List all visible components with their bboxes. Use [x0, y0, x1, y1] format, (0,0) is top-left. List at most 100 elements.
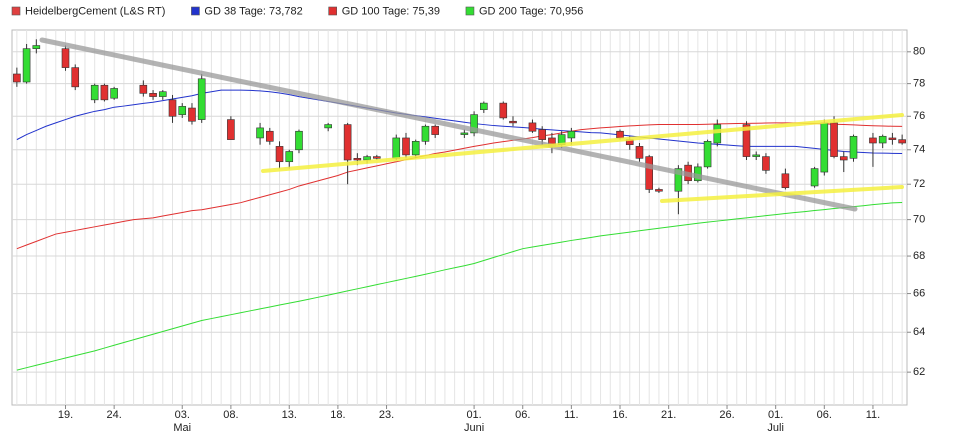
candle-body [645, 156, 654, 190]
candle-body [265, 130, 274, 142]
candle-body [411, 141, 420, 156]
candle-body [61, 48, 70, 68]
candle-body [188, 107, 196, 122]
y-tick-label: 64 [913, 326, 925, 338]
candle-body [373, 156, 381, 159]
x-tick-label: 16. [612, 409, 627, 421]
trend-line [660, 185, 904, 203]
ma-line [16, 89, 903, 155]
candle-body [810, 168, 819, 187]
candle-body [392, 137, 401, 159]
x-tick-label: 19. [58, 409, 73, 421]
candle-body [71, 67, 80, 88]
x-tick-label: 11. [866, 409, 880, 421]
candle-body [713, 124, 722, 144]
candle-body [275, 146, 284, 163]
candle-body [353, 158, 362, 161]
candle-body [528, 122, 537, 132]
y-tick-label: 74 [913, 144, 925, 156]
trend-lines [39, 37, 904, 212]
candle-body [168, 99, 177, 117]
candle-body [898, 139, 906, 144]
y-tick-label: 68 [913, 250, 925, 262]
candle-body [149, 93, 157, 97]
candle-body [499, 102, 508, 119]
candle-body [139, 84, 148, 94]
candle-body [110, 88, 118, 99]
candle-body [256, 127, 264, 139]
candle-body [849, 135, 858, 159]
candle-body [703, 141, 712, 168]
legend-swatch [191, 6, 200, 16]
candle-body [100, 84, 109, 101]
trend-line [261, 113, 904, 173]
x-tick-label: 26. [719, 409, 734, 421]
candle-body [878, 135, 887, 144]
y-tick-label: 80 [913, 46, 925, 58]
legend-label: GD 100 Tage: 75,39 [342, 5, 440, 17]
candle-body [227, 119, 235, 140]
candle-body [869, 137, 877, 144]
legend-swatch [328, 6, 337, 16]
candle-body [402, 137, 410, 156]
y-tick-label: 62 [913, 366, 925, 378]
x-tick-label: 01. [466, 409, 481, 421]
x-tick-label: 08. [223, 409, 238, 421]
candle-body [480, 102, 488, 110]
candle-body [839, 156, 848, 161]
candle-body [32, 45, 41, 49]
x-tick-label: 13. [282, 409, 297, 421]
candle-body [363, 156, 371, 161]
x-tick-label: 24. [106, 409, 121, 421]
month-label: Juni [464, 422, 484, 434]
y-tick-label: 78 [913, 78, 925, 90]
marks [13, 39, 906, 371]
candle-body [13, 73, 21, 83]
legend-label: GD 38 Tage: 73,782 [204, 5, 302, 17]
candle-body [343, 124, 352, 161]
candle-body [674, 168, 683, 192]
legend: HeidelbergCement (L&S RT) GD 38 Tage: 73,… [11, 5, 583, 17]
candle-body [197, 78, 206, 120]
candle-body [295, 130, 303, 151]
candle-body [158, 91, 167, 97]
candle-body [635, 146, 644, 159]
x-tick-label: 21. [661, 409, 676, 421]
candle-body [460, 132, 469, 135]
candle-body [22, 48, 31, 83]
legend-swatch [11, 6, 21, 16]
x-tick-label: 06. [817, 409, 832, 421]
candle-body [509, 120, 517, 124]
candle-body [752, 154, 761, 157]
y-tick-label: 72 [913, 178, 925, 190]
trend-line [39, 37, 858, 212]
x-tick-label: 18. [330, 409, 345, 421]
candle-body [90, 84, 99, 101]
candle-body [324, 124, 332, 129]
y-tick-label: 66 [913, 287, 925, 299]
x-tick-label: 01. [768, 409, 783, 421]
candle-body [178, 106, 187, 115]
x-tick-label: 23. [379, 409, 394, 421]
candle-body [616, 130, 624, 139]
y-tick-label: 70 [913, 214, 925, 226]
candle-body [781, 173, 790, 189]
candle-body [820, 122, 829, 173]
legend-label: HeidelbergCement (L&S RT) [25, 5, 165, 17]
candle-body [421, 125, 430, 142]
x-tick-label: 03. [175, 409, 190, 421]
candle-body [762, 156, 770, 171]
candle-body [888, 137, 897, 140]
candle-body [567, 130, 576, 139]
candle-body [830, 122, 838, 157]
legend-label: GD 200 Tage: 70,956 [479, 5, 583, 17]
ma-line [16, 202, 903, 371]
x-tick-label: 06. [515, 409, 530, 421]
candle-body [431, 125, 439, 135]
month-label: Juli [767, 422, 784, 434]
candle-body [538, 129, 546, 140]
x-tick-label: 11. [564, 409, 578, 421]
labels: 62 64 66 68 70 72 74 76 78 80 19. 24. 03. 08. 13. 18. 23… [58, 46, 925, 434]
